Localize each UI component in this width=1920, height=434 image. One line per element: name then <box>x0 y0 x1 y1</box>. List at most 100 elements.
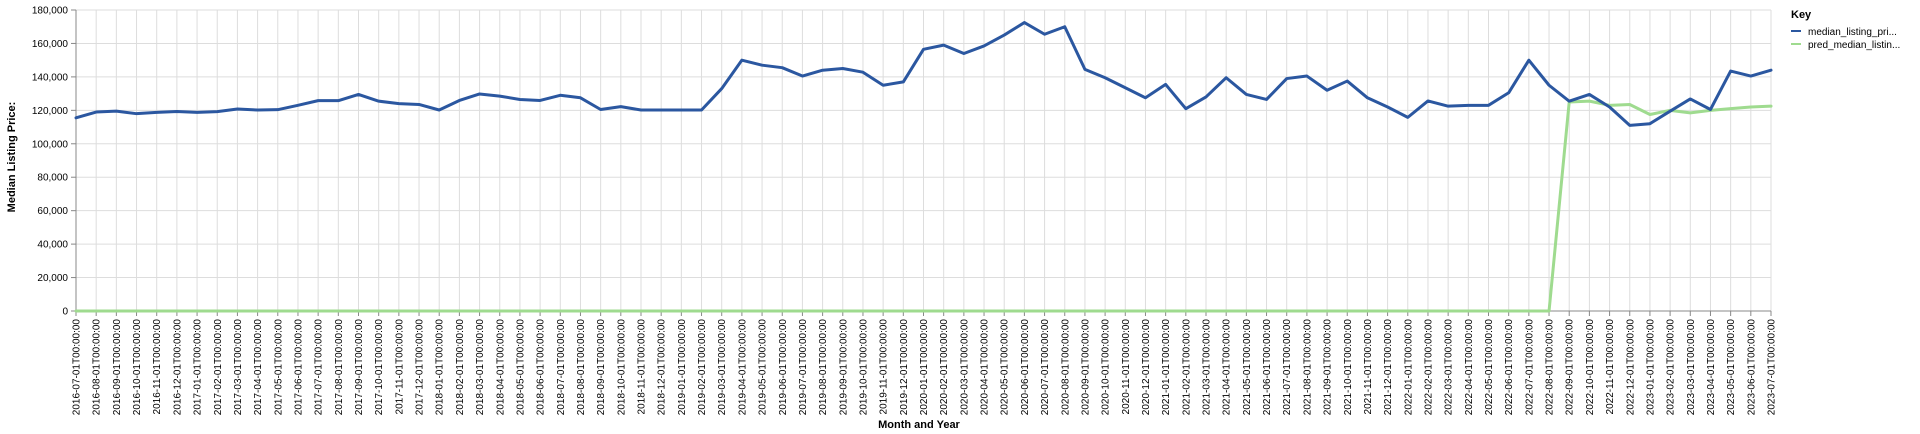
x-tick-label: 2021-09-01T00:00:00 <box>1323 319 1334 416</box>
x-tick-label: 2016-11-01T00:00:00 <box>152 319 163 415</box>
x-tick-label: 2021-10-01T00:00:00 <box>1343 319 1354 416</box>
x-tick-label: 2021-07-01T00:00:00 <box>1282 319 1293 416</box>
x-tick-label: 2020-06-01T00:00:00 <box>1020 319 1031 416</box>
x-tick-label: 2022-04-01T00:00:00 <box>1464 319 1475 416</box>
x-tick-label: 2023-04-01T00:00:00 <box>1706 319 1717 416</box>
legend-label-series-2: pred_median_listin... <box>1808 40 1900 51</box>
x-tick-label: 2022-01-01T00:00:00 <box>1403 319 1414 416</box>
x-tick-label: 2023-06-01T00:00:00 <box>1746 319 1757 416</box>
y-tick-label: 20,000 <box>37 273 68 284</box>
x-tick-label: 2018-05-01T00:00:00 <box>515 319 526 416</box>
x-tick-label: 2021-11-01T00:00:00 <box>1363 319 1374 415</box>
x-tick-label: 2017-06-01T00:00:00 <box>293 319 304 416</box>
x-tick-label: 2020-03-01T00:00:00 <box>959 319 970 416</box>
x-tick-label: 2019-01-01T00:00:00 <box>677 319 688 416</box>
x-tick-label: 2022-07-01T00:00:00 <box>1524 319 1535 416</box>
x-tick-label: 2023-02-01T00:00:00 <box>1666 319 1677 416</box>
x-tick-label: 2018-01-01T00:00:00 <box>435 319 446 416</box>
legend: Key median_listing_pri... pred_median_li… <box>1791 9 1900 51</box>
grid <box>75 9 1772 312</box>
x-tick-label: 2019-04-01T00:00:00 <box>737 319 748 416</box>
x-tick-label: 2021-12-01T00:00:00 <box>1383 319 1394 416</box>
x-tick-label: 2018-07-01T00:00:00 <box>556 319 567 416</box>
x-tick-label: 2021-02-01T00:00:00 <box>1181 319 1192 416</box>
x-tick-label: 2023-03-01T00:00:00 <box>1686 319 1697 416</box>
x-tick-label: 2021-03-01T00:00:00 <box>1202 319 1213 416</box>
legend-item[interactable]: median_listing_pri... <box>1791 27 1897 38</box>
x-tick-label: 2020-05-01T00:00:00 <box>1000 319 1011 416</box>
x-tick-label: 2018-06-01T00:00:00 <box>536 319 547 416</box>
x-tick-label: 2020-09-01T00:00:00 <box>1080 319 1091 416</box>
x-tick-label: 2016-09-01T00:00:00 <box>112 319 123 416</box>
x-tick-label: 2019-11-01T00:00:00 <box>879 319 890 415</box>
legend-item[interactable]: pred_median_listin... <box>1791 40 1900 51</box>
x-tick-label: 2021-05-01T00:00:00 <box>1242 319 1253 416</box>
x-tick-label: 2023-01-01T00:00:00 <box>1645 319 1656 416</box>
x-tick-label: 2023-07-01T00:00:00 <box>1767 319 1778 416</box>
x-tick-label: 2018-03-01T00:00:00 <box>475 319 486 416</box>
x-tick-label: 2022-05-01T00:00:00 <box>1484 319 1495 416</box>
x-tick-label: 2016-07-01T00:00:00 <box>72 319 83 416</box>
x-tick-label: 2020-02-01T00:00:00 <box>939 319 950 416</box>
legend-title: Key <box>1791 9 1812 21</box>
x-tick-label: 2018-12-01T00:00:00 <box>657 319 668 416</box>
x-tick-label: 2016-08-01T00:00:00 <box>92 319 103 416</box>
x-tick-label: 2018-02-01T00:00:00 <box>455 319 466 416</box>
series-line-1 <box>74 21 1773 127</box>
y-tick-label: 100,000 <box>32 139 69 150</box>
x-tick-label: 2019-08-01T00:00:00 <box>818 319 829 416</box>
x-tick-label: 2017-10-01T00:00:00 <box>374 319 385 416</box>
x-tick-label: 2020-07-01T00:00:00 <box>1040 319 1051 416</box>
legend-label-series-1: median_listing_pri... <box>1808 27 1897 38</box>
x-tick-label: 2020-08-01T00:00:00 <box>1060 319 1071 416</box>
x-tick-label: 2022-06-01T00:00:00 <box>1504 319 1515 416</box>
x-tick-label: 2020-11-01T00:00:00 <box>1121 319 1132 415</box>
x-tick-label: 2022-12-01T00:00:00 <box>1625 319 1636 416</box>
x-tick-label: 2017-05-01T00:00:00 <box>273 319 284 416</box>
x-tick-label: 2021-01-01T00:00:00 <box>1161 319 1172 416</box>
x-tick-label: 2020-01-01T00:00:00 <box>919 319 930 416</box>
x-tick-label: 2017-03-01T00:00:00 <box>233 319 244 416</box>
y-tick-label: 80,000 <box>37 173 68 184</box>
x-tick-label: 2019-07-01T00:00:00 <box>798 319 809 416</box>
x-tick-label: 2019-06-01T00:00:00 <box>778 319 789 416</box>
y-tick-label: 140,000 <box>32 72 69 83</box>
series-line-2 <box>74 99 1773 313</box>
x-tick-label: 2017-11-01T00:00:00 <box>394 319 405 415</box>
x-tick-label: 2018-11-01T00:00:00 <box>637 319 648 415</box>
x-tick-label: 2019-05-01T00:00:00 <box>758 319 769 416</box>
x-tick-label: 2017-08-01T00:00:00 <box>334 319 345 416</box>
x-tick-label: 2022-11-01T00:00:00 <box>1605 319 1616 415</box>
x-tick-label: 2020-12-01T00:00:00 <box>1141 319 1152 416</box>
x-tick-label: 2017-02-01T00:00:00 <box>213 319 224 416</box>
x-tick-label: 2018-09-01T00:00:00 <box>596 319 607 416</box>
x-tick-label: 2017-07-01T00:00:00 <box>314 319 325 416</box>
x-tick-label: 2022-09-01T00:00:00 <box>1565 319 1576 416</box>
x-tick-label: 2022-10-01T00:00:00 <box>1585 319 1596 416</box>
y-tick-label: 160,000 <box>32 39 69 50</box>
x-tick-label: 2019-12-01T00:00:00 <box>899 319 910 416</box>
x-tick-label: 2019-09-01T00:00:00 <box>838 319 849 416</box>
x-tick-label: 2016-12-01T00:00:00 <box>172 319 183 416</box>
y-tick-label: 60,000 <box>37 206 68 217</box>
x-tick-label: 2017-04-01T00:00:00 <box>253 319 264 416</box>
y-tick-label: 40,000 <box>37 240 68 251</box>
axes: 0 20,000 40,000 60,000 80,000 100,000 120,000 1… <box>32 6 1778 416</box>
x-tick-label: 2021-04-01T00:00:00 <box>1222 319 1233 416</box>
x-tick-label: 2022-08-01T00:00:00 <box>1545 319 1556 416</box>
x-tick-label: 2017-01-01T00:00:00 <box>193 319 204 416</box>
x-tick-label: 2018-08-01T00:00:00 <box>576 319 587 416</box>
y-tick-label: 120,000 <box>32 106 69 117</box>
x-tick-label: 2021-08-01T00:00:00 <box>1302 319 1313 416</box>
y-tick-label: 180,000 <box>32 6 69 17</box>
x-tick-label: 2020-10-01T00:00:00 <box>1101 319 1112 416</box>
x-tick-label: 2018-04-01T00:00:00 <box>495 319 506 416</box>
x-tick-label: 2020-04-01T00:00:00 <box>980 319 991 416</box>
x-tick-label: 2022-02-01T00:00:00 <box>1423 319 1434 416</box>
y-tick-label: 0 <box>62 307 68 318</box>
x-tick-label: 2021-06-01T00:00:00 <box>1262 319 1273 416</box>
x-tick-label: 2019-10-01T00:00:00 <box>858 319 869 416</box>
x-tick-label: 2022-03-01T00:00:00 <box>1444 319 1455 416</box>
y-axis-title: Median Listing Price: <box>6 102 18 213</box>
x-tick-label: 2016-10-01T00:00:00 <box>132 319 143 416</box>
